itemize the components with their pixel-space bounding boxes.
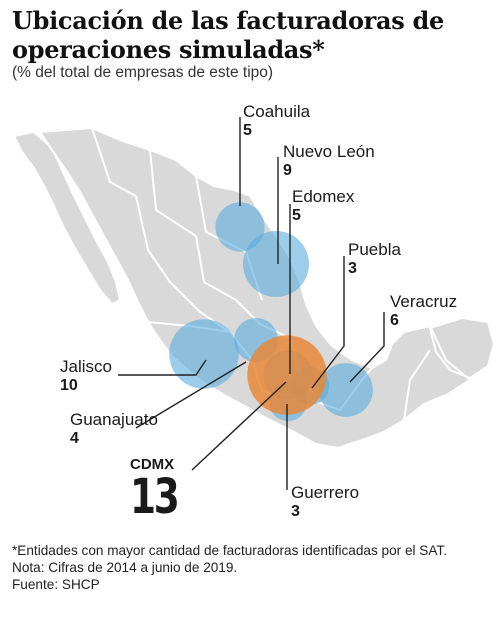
leader-veracruz — [349, 312, 385, 383]
label-jalisco: Jalisco 10 — [60, 357, 112, 395]
label-coahuila: Coahuila 5 — [243, 102, 310, 140]
jalisco-value: 10 — [60, 376, 78, 394]
footnotes: *Entidades con mayor cantidad de factura… — [12, 542, 482, 593]
label-guanajuato: Guanajuato 4 — [70, 410, 158, 448]
coahuila-name: Coahuila — [243, 102, 311, 121]
puebla-value: 3 — [348, 259, 357, 277]
state-border — [299, 281, 341, 321]
guerrero-value: 3 — [291, 502, 300, 520]
map-title: Ubicación de las facturadoras de operaci… — [12, 6, 444, 64]
footnote-fuente: Fuente: SHCP — [12, 577, 100, 592]
guerrero-name: Guerrero — [291, 483, 360, 502]
veracruz-value: 6 — [390, 311, 399, 329]
leader-lines — [118, 117, 385, 490]
map-subtitle: (% del total de empresas de este tipo) — [12, 64, 274, 81]
edomex-name: Edomex — [292, 187, 355, 206]
label-cdmx: CDMX 13 — [130, 456, 191, 521]
bubble-coahuila — [215, 202, 265, 252]
leader-jalisco — [118, 359, 207, 376]
nuevo-leon-name: Nuevo León — [283, 142, 375, 161]
yucatan-shape — [428, 316, 496, 380]
state-border — [149, 149, 197, 237]
bubble-nuevo-leon — [243, 231, 309, 297]
bubble-jalisco — [169, 319, 239, 389]
state-border — [429, 325, 471, 381]
baja-california-shape — [12, 130, 122, 306]
guanajuato-value: 4 — [70, 429, 79, 447]
state-border — [195, 235, 237, 301]
bubbles — [169, 202, 373, 422]
footnote-asterisk: *Entidades con mayor cantidad de factura… — [12, 543, 447, 558]
cdmx-name: CDMX — [130, 456, 175, 473]
bubble-cdmx — [247, 335, 327, 415]
label-guerrero: Guerrero 3 — [291, 483, 359, 521]
label-veracruz: Veracruz 6 — [390, 292, 457, 330]
label-nuevo-leon: Nuevo León 9 — [283, 142, 375, 180]
bubble-veracruz — [319, 363, 373, 417]
leader-cdmx — [191, 381, 287, 471]
puebla-name: Puebla — [348, 240, 401, 259]
coahuila-value: 5 — [243, 121, 252, 139]
edomex-value: 5 — [292, 206, 301, 224]
state-border — [91, 127, 137, 197]
jalisco-name: Jalisco — [60, 357, 112, 376]
footnote-nota: Nota: Cifras de 2014 a junio de 2019. — [12, 560, 238, 575]
label-puebla: Puebla 3 — [348, 240, 401, 278]
state-border — [403, 349, 431, 421]
label-edomex: Edomex 5 — [292, 187, 354, 225]
leader-puebla — [311, 256, 345, 389]
state-border — [135, 195, 171, 283]
leader-guanajuato — [135, 361, 247, 429]
nuevo-leon-value: 9 — [283, 161, 292, 179]
cdmx-value: 13 — [130, 469, 180, 526]
guanajuato-name: Guanajuato — [70, 410, 158, 429]
veracruz-name: Veracruz — [390, 292, 458, 311]
